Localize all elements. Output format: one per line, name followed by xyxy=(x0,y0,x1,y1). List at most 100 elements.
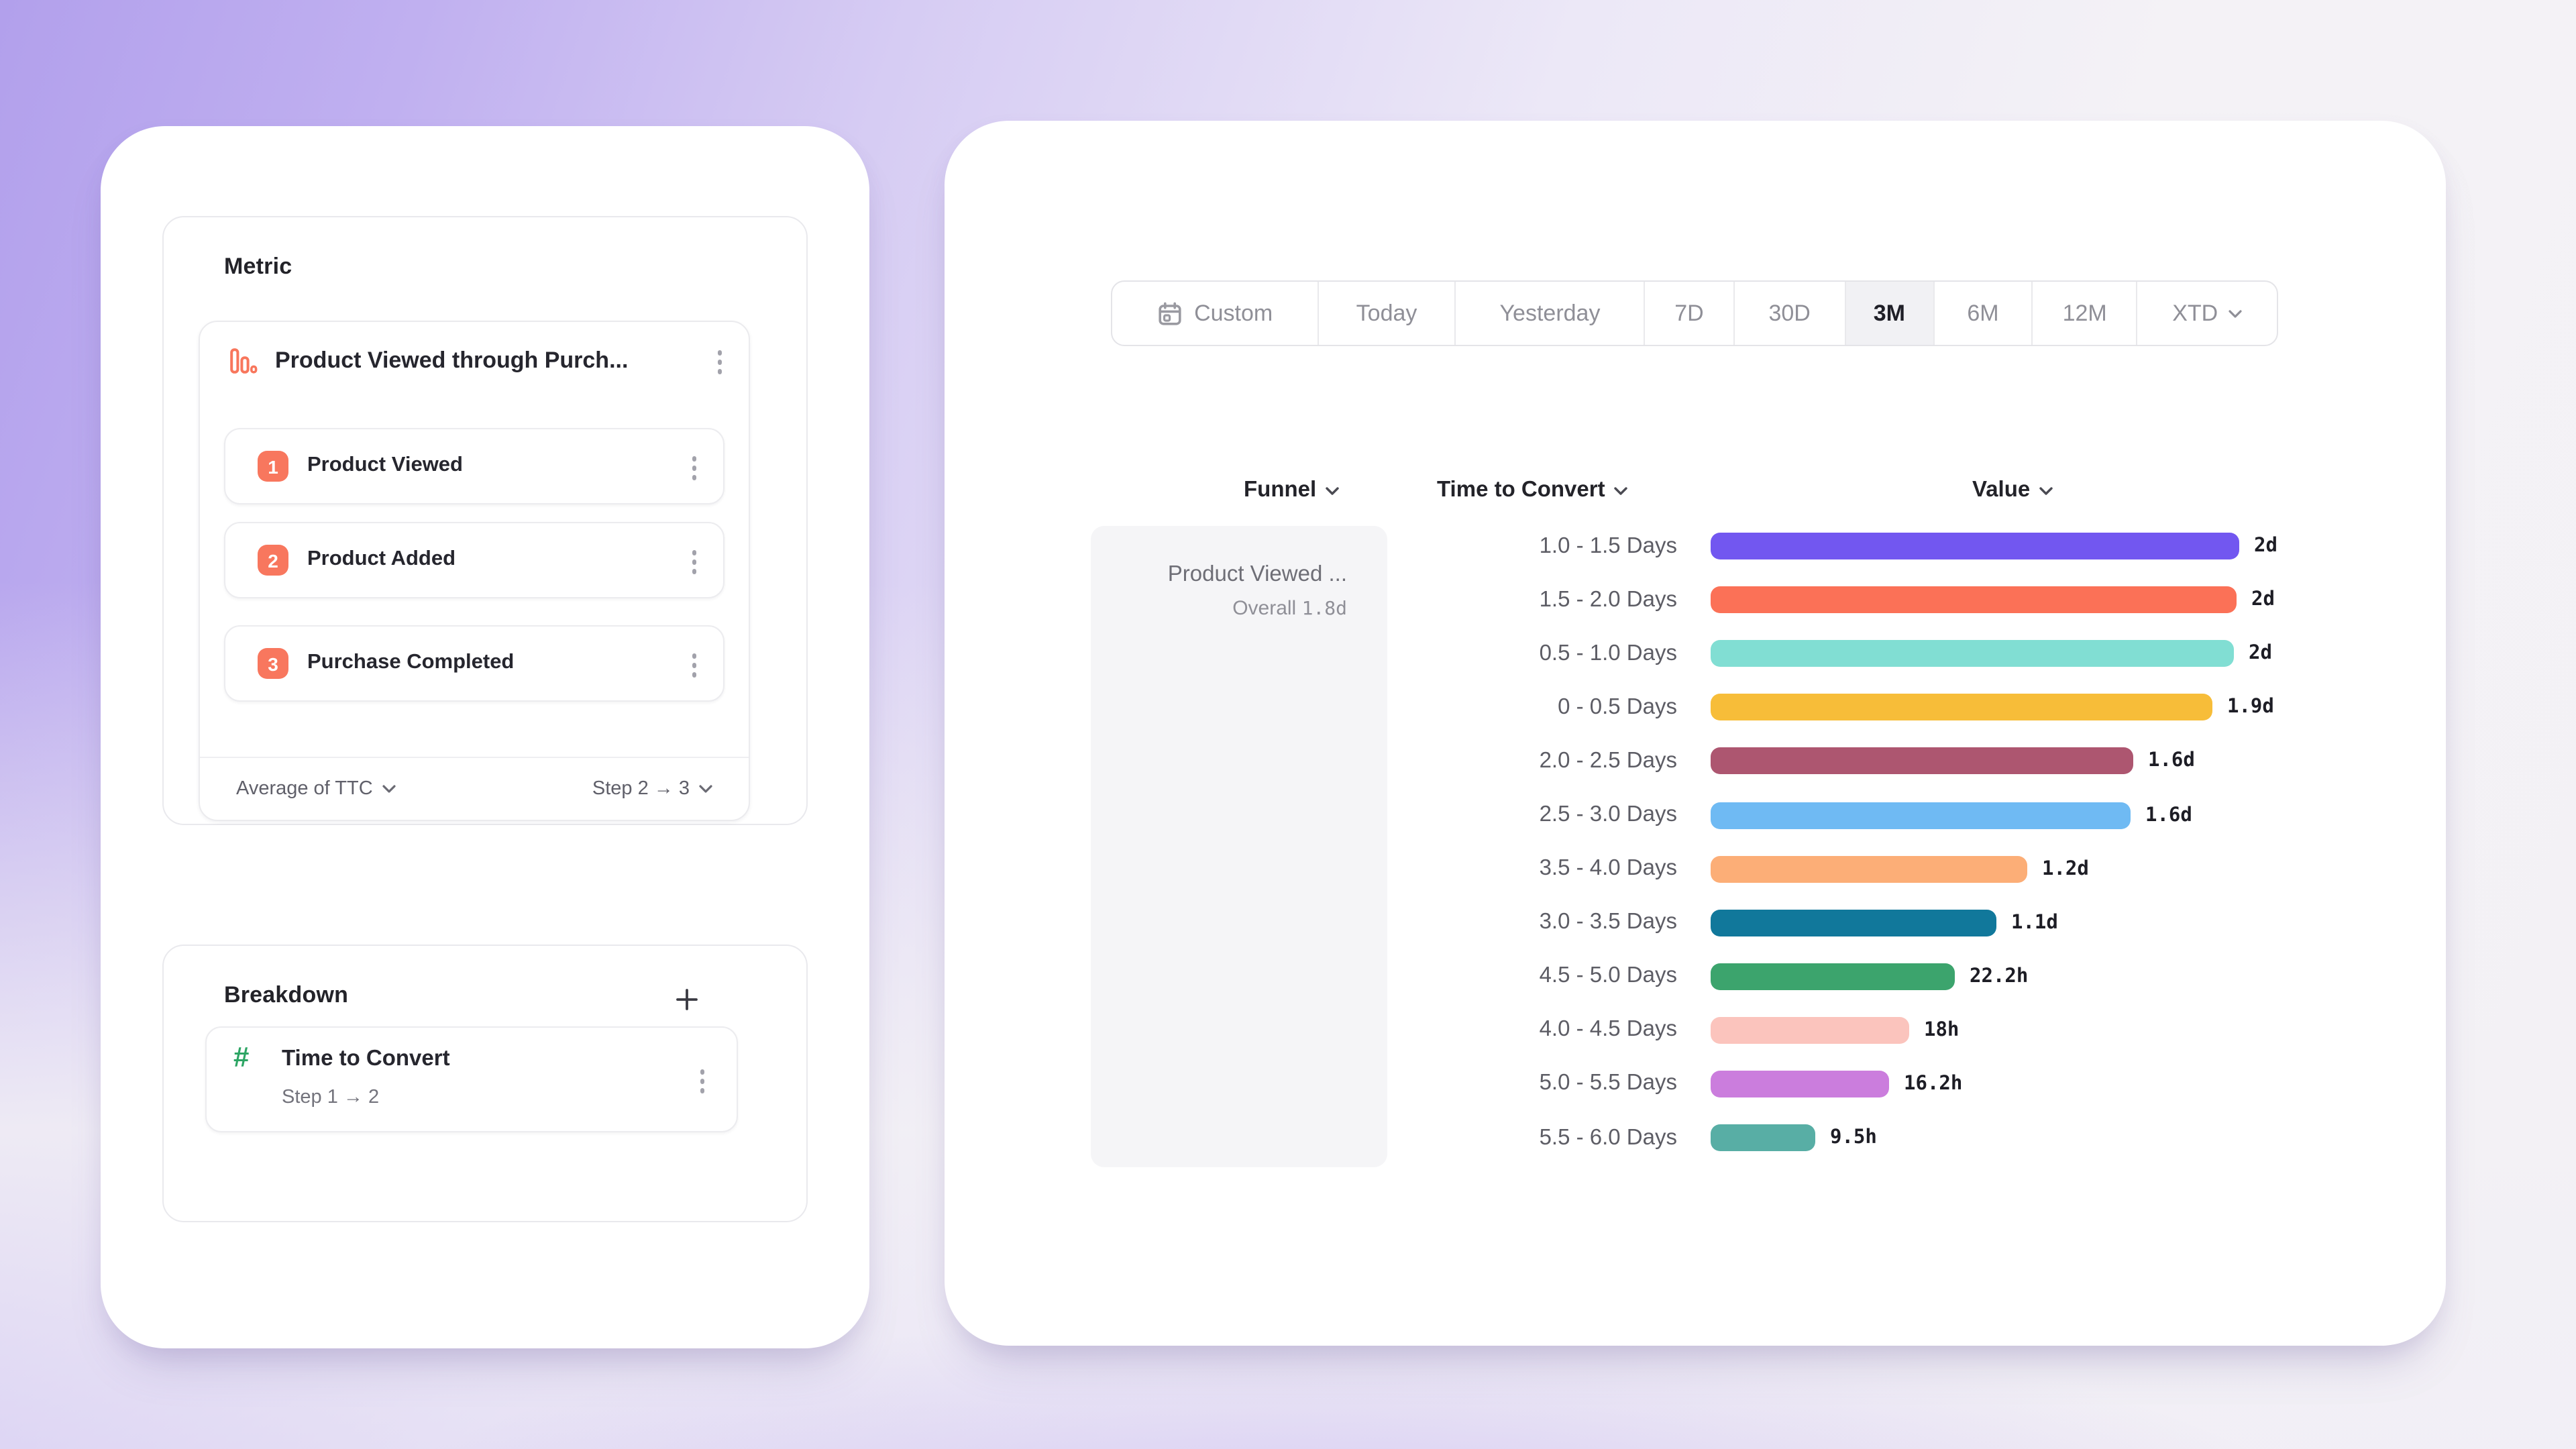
date-range-option-12m[interactable]: 12M xyxy=(2033,282,2138,345)
funnel-bars-icon xyxy=(230,348,258,374)
chart-row: 1.5 - 2.0 Days 2d xyxy=(1387,573,2277,627)
step-range-label: Step 2 → 3 xyxy=(592,778,690,800)
date-range-option-label: Custom xyxy=(1194,300,1273,325)
step-label: Product Viewed xyxy=(307,453,463,476)
funnel-step[interactable]: 3 Purchase Completed xyxy=(224,625,724,702)
date-range-option-custom[interactable]: Custom xyxy=(1112,282,1319,345)
metric-card: Metric Product Viewed through Purch... 1… xyxy=(162,216,808,825)
row-label: 2.0 - 2.5 Days xyxy=(1539,748,1677,773)
funnel-column-header[interactable]: Funnel xyxy=(1244,478,1339,503)
row-bar[interactable] xyxy=(1711,533,2239,560)
date-range-option-7d[interactable]: 7D xyxy=(1645,282,1735,345)
row-value: 2d xyxy=(2251,589,2275,611)
row-label: 5.5 - 6.0 Days xyxy=(1539,1125,1677,1150)
funnel-column-header-label: Funnel xyxy=(1244,478,1317,502)
date-range-option-label: 3M xyxy=(1873,300,1905,325)
date-range-option-6m[interactable]: 6M xyxy=(1934,282,2033,345)
kebab-menu-icon[interactable] xyxy=(694,1064,710,1098)
row-bar[interactable] xyxy=(1711,1124,1815,1152)
row-bar[interactable] xyxy=(1711,1070,1889,1097)
breakdown-card: Breakdown # Time to Convert Step 1 → 2 xyxy=(162,945,808,1222)
funnel-cell-overall-label: Overall xyxy=(1232,597,1297,620)
date-range-option-label: Yesterday xyxy=(1499,300,1601,325)
chart-row: 1.0 - 1.5 Days 2d xyxy=(1387,519,2277,573)
funnel-cell-overall: Overall 1.8d xyxy=(1107,597,1347,620)
chart-row: 5.5 - 6.0 Days 9.5h xyxy=(1387,1111,2277,1165)
kebab-menu-icon[interactable] xyxy=(712,345,727,379)
row-label: 0 - 0.5 Days xyxy=(1558,694,1677,719)
row-bar[interactable] xyxy=(1711,694,2212,721)
breakdown-column-header[interactable]: Time to Convert xyxy=(1437,478,1628,503)
breakdown-column-header-label: Time to Convert xyxy=(1437,478,1605,502)
chart-row: 0.5 - 1.0 Days 2d xyxy=(1387,627,2277,680)
row-label: 4.5 - 5.0 Days xyxy=(1539,963,1677,988)
row-value: 16.2h xyxy=(1904,1073,1963,1095)
date-range-option-today[interactable]: Today xyxy=(1318,282,1456,345)
date-range-option-label: 30D xyxy=(1768,300,1811,325)
row-label: 1.0 - 1.5 Days xyxy=(1539,533,1677,558)
chevron-down-icon xyxy=(1326,486,1339,494)
row-value: 1.6d xyxy=(2148,750,2195,772)
step-label: Purchase Completed xyxy=(307,651,515,674)
breakdown-section-title: Breakdown xyxy=(224,982,349,1008)
kebab-menu-icon[interactable] xyxy=(686,451,702,485)
chevron-down-icon xyxy=(1614,486,1628,494)
report-panel: Custom Today Yesterday 7D 30D 3M 6M 12M XTD Funn… xyxy=(945,121,2446,1346)
row-bar[interactable] xyxy=(1711,802,2131,829)
row-bar[interactable] xyxy=(1711,586,2237,614)
breakdown-item[interactable]: # Time to Convert Step 1 → 2 xyxy=(205,1026,738,1132)
chevron-down-icon xyxy=(2039,486,2053,494)
metric-aggregation-dropdown[interactable]: Average of TTC xyxy=(236,778,396,800)
funnel-step[interactable]: 2 Product Added xyxy=(224,522,724,598)
query-builder-panel: Metric Product Viewed through Purch... 1… xyxy=(101,126,869,1348)
row-value: 1.1d xyxy=(2011,912,2058,934)
row-bar[interactable] xyxy=(1711,1016,1909,1044)
row-bar[interactable] xyxy=(1711,963,1955,990)
date-range-option-label: Today xyxy=(1356,300,1417,325)
breakdown-item-sublabel: Step 1 → 2 xyxy=(282,1087,380,1108)
funnel-cell-title: Product Viewed ... xyxy=(1167,562,1347,586)
row-bar[interactable] xyxy=(1711,640,2234,667)
chart-row: 4.0 - 4.5 Days 18h xyxy=(1387,1004,2277,1057)
chart-row: 2.0 - 2.5 Days 1.6d xyxy=(1387,735,2277,788)
row-label: 3.0 - 3.5 Days xyxy=(1539,910,1677,934)
funnel-cell-overall-value: 1.8d xyxy=(1301,598,1347,620)
funnel-event-header[interactable]: Product Viewed through Purch... xyxy=(200,322,749,400)
chevron-down-icon xyxy=(2229,309,2242,317)
step-range-dropdown[interactable]: Step 2 → 3 xyxy=(592,778,712,800)
row-label: 0.5 - 1.0 Days xyxy=(1539,641,1677,665)
funnel-cell: Product Viewed ... Overall 1.8d xyxy=(1091,526,1387,1167)
date-range-option-30d[interactable]: 30D xyxy=(1735,282,1846,345)
date-range-option-label: 6M xyxy=(1967,300,1999,325)
kebab-menu-icon[interactable] xyxy=(686,545,702,579)
row-bar[interactable] xyxy=(1711,909,1996,936)
row-value: 18h xyxy=(1924,1019,1960,1041)
step-number-badge: 3 xyxy=(258,648,288,679)
row-value: 1.9d xyxy=(2227,696,2274,718)
row-bar[interactable] xyxy=(1711,747,2133,775)
step-label: Product Added xyxy=(307,547,456,570)
date-range-option-label: 7D xyxy=(1674,300,1704,325)
row-label: 4.0 - 4.5 Days xyxy=(1539,1017,1677,1042)
step-number-badge: 1 xyxy=(258,451,288,482)
kebab-menu-icon[interactable] xyxy=(686,648,702,682)
date-range-option-yesterday[interactable]: Yesterday xyxy=(1456,282,1646,345)
funnel-event-card[interactable]: Product Viewed through Purch... 1 Product… xyxy=(199,321,750,821)
value-column-header-label: Value xyxy=(1972,478,2031,502)
row-bar[interactable] xyxy=(1711,855,2027,883)
plus-icon xyxy=(676,989,698,1010)
breakdown-bar-chart: 1.0 - 1.5 Days 2d 1.5 - 2.0 Days 2d 0.5 - 1.… xyxy=(1387,519,2277,1165)
add-breakdown-button[interactable] xyxy=(674,986,700,1013)
chevron-down-icon xyxy=(382,785,396,793)
row-value: 1.6d xyxy=(2145,804,2192,826)
value-column-header[interactable]: Value xyxy=(1972,478,2053,503)
row-value: 22.2h xyxy=(1970,965,2029,987)
date-range-option-3m[interactable]: 3M xyxy=(1845,282,1935,345)
calendar-icon xyxy=(1159,301,1181,325)
date-range-option-xtd[interactable]: XTD xyxy=(2137,282,2277,345)
chart-row: 3.0 - 3.5 Days 1.1d xyxy=(1387,896,2277,949)
chevron-down-icon xyxy=(699,785,712,793)
funnel-step[interactable]: 1 Product Viewed xyxy=(224,428,724,504)
row-value: 1.2d xyxy=(2042,858,2089,880)
